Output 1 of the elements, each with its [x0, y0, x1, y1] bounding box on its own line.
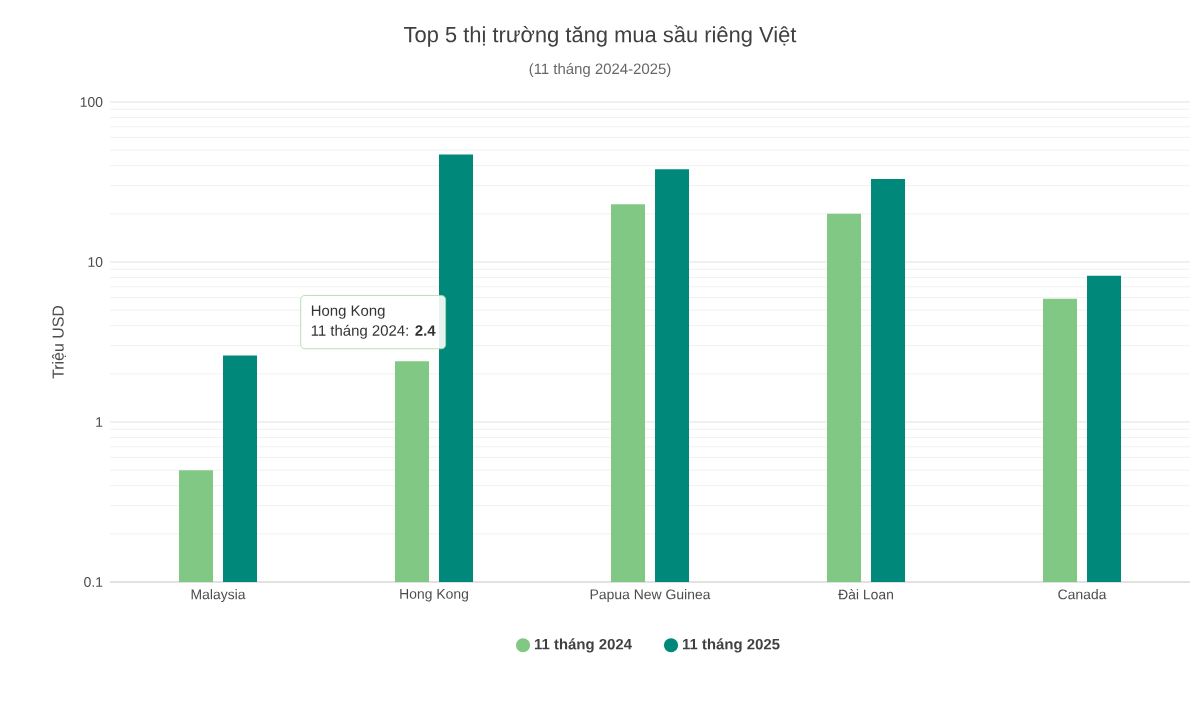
chart-title: Top 5 thị trường tăng mua sầu riêng Việt: [404, 25, 797, 47]
